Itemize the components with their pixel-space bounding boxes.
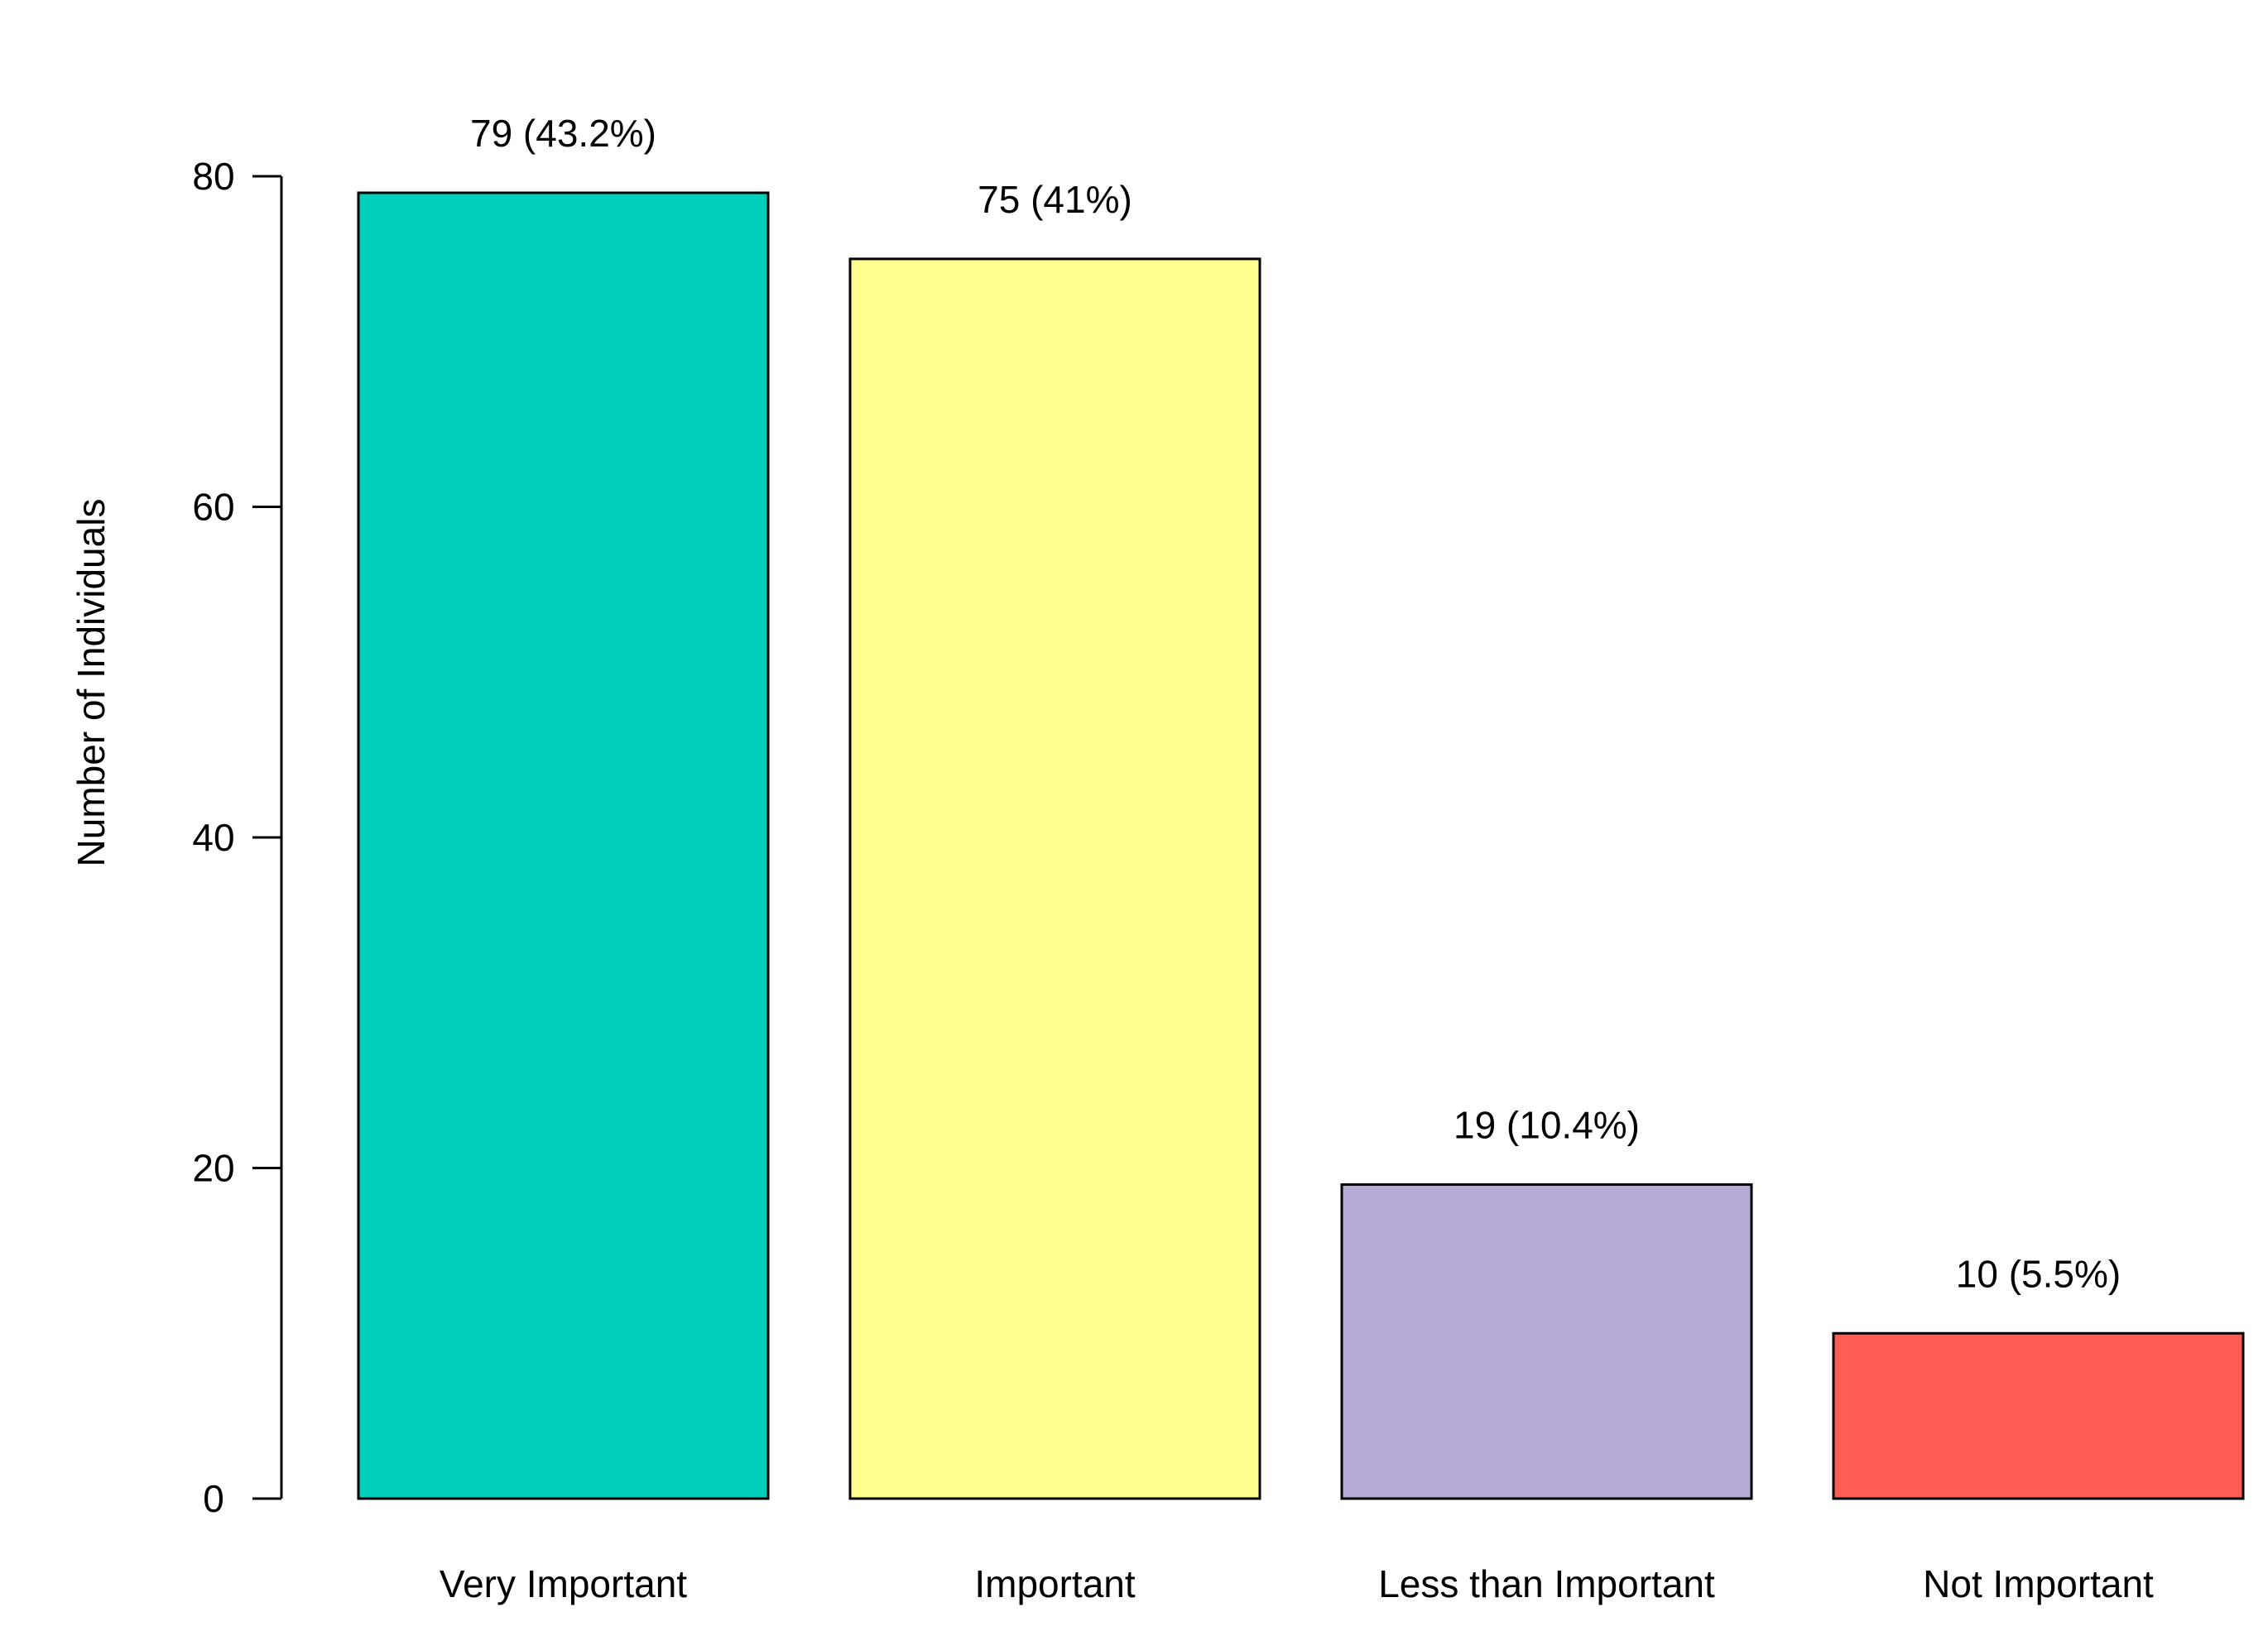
data-label-not-important: 10 (5.5%) (1956, 1252, 2121, 1295)
y-tick-label: 40 (192, 816, 234, 859)
bar-important (848, 257, 1261, 1500)
data-label-important: 75 (41%) (978, 178, 1132, 221)
y-tick-label: 20 (192, 1147, 234, 1190)
y-axis-title: Number of Individuals (70, 499, 113, 867)
bars (357, 191, 2245, 1500)
y-ticks: 0 20 40 60 80 (192, 155, 281, 1520)
y-axis: 0 20 40 60 80 (192, 155, 283, 1520)
x-label-very-important: Very Important (440, 1562, 687, 1605)
y-tick-label: 60 (192, 486, 234, 529)
data-label-less-than-important: 19 (10.4%) (1454, 1103, 1640, 1146)
bar-very-important (357, 191, 770, 1500)
data-label-very-important: 79 (43.2%) (470, 112, 656, 155)
y-tick-label: 80 (192, 155, 234, 198)
data-labels: 79 (43.2%) 75 (41%) 19 (10.4%) 10 (5.5%) (470, 112, 2121, 1295)
bar-not-important (1832, 1331, 2245, 1500)
y-tick-label: 0 (203, 1477, 224, 1520)
x-label-not-important: Not Important (1923, 1562, 2154, 1605)
x-category-labels: Very Important Important Less than Importa… (440, 1562, 2154, 1605)
x-label-important: Important (974, 1562, 1136, 1605)
x-label-less-than-important: Less than Important (1378, 1562, 1715, 1605)
bar-less-than-important (1340, 1182, 1753, 1500)
